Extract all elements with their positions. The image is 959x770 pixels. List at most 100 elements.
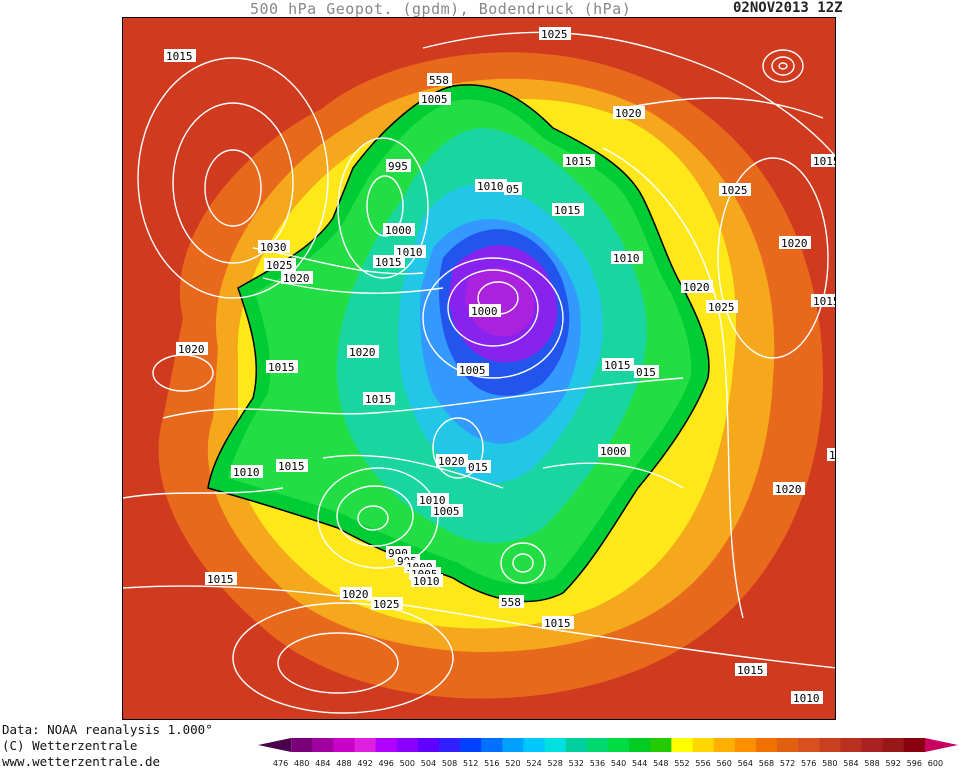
contour-label-text: 1020 bbox=[683, 281, 710, 294]
color-scale-label: 588 bbox=[864, 759, 879, 768]
contour-label: 1010 bbox=[791, 691, 823, 705]
color-scale-label: 576 bbox=[801, 759, 816, 768]
color-scale-swatch bbox=[650, 738, 672, 752]
color-scale-swatch bbox=[523, 738, 546, 752]
contour-label: 558 bbox=[499, 595, 524, 609]
credit-data-source: Data: NOAA reanalysis 1.000° bbox=[2, 722, 213, 737]
contour-label: 1020 bbox=[613, 106, 645, 120]
color-scale-label: 536 bbox=[590, 759, 605, 768]
contour-label: 1025 bbox=[706, 300, 738, 314]
color-scale-label: 564 bbox=[738, 759, 753, 768]
contour-label-text: 1025 bbox=[708, 301, 735, 314]
contour-label: 1015 bbox=[363, 392, 395, 406]
color-scale-label: 504 bbox=[421, 759, 436, 768]
map-date: 02NOV2013 12Z bbox=[733, 0, 843, 16]
contour-label-text: 1015 bbox=[375, 256, 402, 269]
contour-label-text: 1010 bbox=[613, 252, 640, 265]
contour-label-text: 1020 bbox=[283, 272, 310, 285]
color-scale-label: 548 bbox=[653, 759, 668, 768]
contour-label: 1020 bbox=[340, 587, 372, 601]
color-scale-label: 520 bbox=[505, 759, 520, 768]
contour-label-text: 995 bbox=[388, 160, 408, 173]
contour-label-text: 1015 bbox=[207, 573, 234, 586]
color-scale-label: 556 bbox=[695, 759, 710, 768]
contour-label-text: 1015 bbox=[268, 361, 295, 374]
color-scale-label: 568 bbox=[759, 759, 774, 768]
contour-label-text: 1015 bbox=[813, 295, 836, 308]
contour-label-text: 1015 bbox=[544, 617, 571, 630]
color-scale-label: 592 bbox=[886, 759, 901, 768]
contour-label-text: 1015 bbox=[565, 155, 592, 168]
contour-label-text: 1005 bbox=[421, 93, 448, 106]
contour-label: 1015 bbox=[563, 154, 595, 168]
contour-label-text: 1000 bbox=[471, 305, 498, 318]
contour-label-text: 1025 bbox=[541, 28, 568, 41]
color-scale-label: 560 bbox=[717, 759, 732, 768]
color-scale-swatch bbox=[819, 738, 841, 752]
color-scale-swatch bbox=[798, 738, 820, 752]
contour-label-text: 015 bbox=[468, 461, 488, 474]
color-scale-swatch bbox=[671, 738, 693, 752]
contour-label-text: 101 bbox=[829, 449, 836, 462]
color-scale-label: 544 bbox=[632, 759, 647, 768]
contour-label-text: 1015 bbox=[365, 393, 392, 406]
contour-label-text: 1015 bbox=[737, 664, 764, 677]
color-scale-swatch bbox=[608, 738, 630, 752]
color-scale-label: 572 bbox=[780, 759, 795, 768]
color-scale-label: 512 bbox=[463, 759, 478, 768]
contour-label-text: 1020 bbox=[342, 588, 369, 601]
color-scale-label: 528 bbox=[548, 759, 563, 768]
contour-label-text: 05 bbox=[506, 183, 519, 196]
color-scale-swatch bbox=[882, 738, 905, 752]
contour-label: 015 bbox=[466, 460, 491, 474]
contour-label-text: 1020 bbox=[781, 237, 808, 250]
contour-label-text: 1020 bbox=[349, 346, 376, 359]
contour-label: 1010 bbox=[475, 179, 507, 193]
contour-label-text: 558 bbox=[429, 74, 449, 87]
contour-label: 1020 bbox=[281, 271, 313, 285]
color-scale-swatch bbox=[629, 738, 651, 752]
map-canvas: 1015102555810051020995101510151010051025… bbox=[123, 18, 836, 719]
color-scale-label: 532 bbox=[569, 759, 584, 768]
color-scale-swatch bbox=[258, 738, 292, 752]
contour-label-text: 1025 bbox=[373, 598, 400, 611]
contour-label: 1025 bbox=[371, 597, 403, 611]
contour-label-text: 1015 bbox=[813, 155, 836, 168]
contour-label-text: 1015 bbox=[166, 50, 193, 63]
color-scale-label: 484 bbox=[315, 759, 330, 768]
color-scale-label: 488 bbox=[336, 759, 351, 768]
contour-label-text: 1025 bbox=[721, 184, 748, 197]
contour-label: 1025 bbox=[719, 183, 751, 197]
contour-label: 05 bbox=[504, 182, 522, 196]
contour-label-text: 1020 bbox=[178, 343, 205, 356]
color-scale-swatch bbox=[586, 738, 609, 752]
credit-copyright: (C) Wetterzentrale bbox=[2, 738, 138, 753]
contour-label: 1025 bbox=[539, 27, 571, 41]
color-scale-swatch bbox=[502, 738, 524, 752]
contour-label-text: 1020 bbox=[775, 483, 802, 496]
contour-label-text: 1000 bbox=[600, 445, 627, 458]
color-scale-label: 552 bbox=[674, 759, 689, 768]
color-scale-label: 496 bbox=[379, 759, 394, 768]
contour-label: 1015 bbox=[205, 572, 237, 586]
color-scale-swatch bbox=[439, 738, 461, 752]
color-scale-swatch bbox=[375, 738, 398, 752]
color-scale-swatch bbox=[777, 738, 799, 752]
color-scale: 476 480 484 488 492 496 500 504 508 512 516 520 524 5… bbox=[258, 738, 958, 768]
contour-label: 1015 bbox=[164, 49, 196, 63]
contour-label-text: 1015 bbox=[554, 204, 581, 217]
color-scale-swatch bbox=[481, 738, 503, 752]
color-scale-swatch bbox=[924, 738, 958, 752]
contour-label-text: 1005 bbox=[433, 505, 460, 518]
color-scale-label: 584 bbox=[843, 759, 858, 768]
contour-label-text: 1010 bbox=[419, 494, 446, 507]
color-scale-label: 524 bbox=[526, 759, 541, 768]
contour-label: 1020 bbox=[681, 280, 713, 294]
contour-label: 1005 bbox=[431, 504, 463, 518]
contour-label: 1005 bbox=[419, 92, 451, 106]
contour-label: 1015 bbox=[735, 663, 767, 677]
color-scale-swatch bbox=[861, 738, 884, 752]
contour-label: 1010 bbox=[417, 493, 449, 507]
color-scale-swatch bbox=[734, 738, 757, 752]
contour-label: 1010 bbox=[411, 574, 443, 588]
